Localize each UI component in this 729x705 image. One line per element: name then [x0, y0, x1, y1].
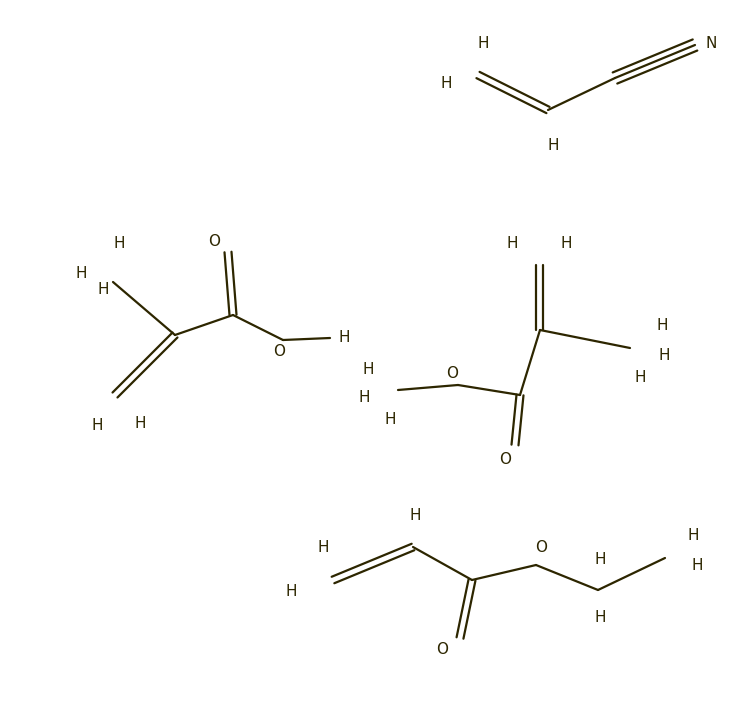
Text: H: H	[506, 235, 518, 250]
Text: O: O	[446, 365, 458, 381]
Text: H: H	[477, 35, 488, 51]
Text: H: H	[317, 541, 329, 556]
Text: H: H	[634, 371, 646, 386]
Text: H: H	[91, 417, 103, 432]
Text: H: H	[440, 75, 452, 90]
Text: H: H	[594, 553, 606, 568]
Text: H: H	[358, 391, 370, 405]
Text: H: H	[338, 331, 350, 345]
Text: H: H	[384, 412, 396, 427]
Text: H: H	[656, 319, 668, 333]
Text: O: O	[499, 451, 511, 467]
Text: H: H	[362, 362, 374, 377]
Text: H: H	[547, 137, 558, 152]
Text: O: O	[535, 539, 547, 555]
Text: H: H	[594, 611, 606, 625]
Text: O: O	[273, 345, 285, 360]
Text: H: H	[97, 283, 109, 298]
Text: H: H	[409, 508, 421, 522]
Text: O: O	[436, 642, 448, 658]
Text: H: H	[561, 235, 572, 250]
Text: O: O	[208, 235, 220, 250]
Text: H: H	[113, 236, 125, 252]
Text: H: H	[658, 348, 670, 364]
Text: H: H	[687, 529, 699, 544]
Text: N: N	[706, 35, 717, 51]
Text: H: H	[134, 415, 146, 431]
Text: H: H	[75, 266, 87, 281]
Text: H: H	[285, 584, 297, 599]
Text: H: H	[691, 558, 703, 573]
